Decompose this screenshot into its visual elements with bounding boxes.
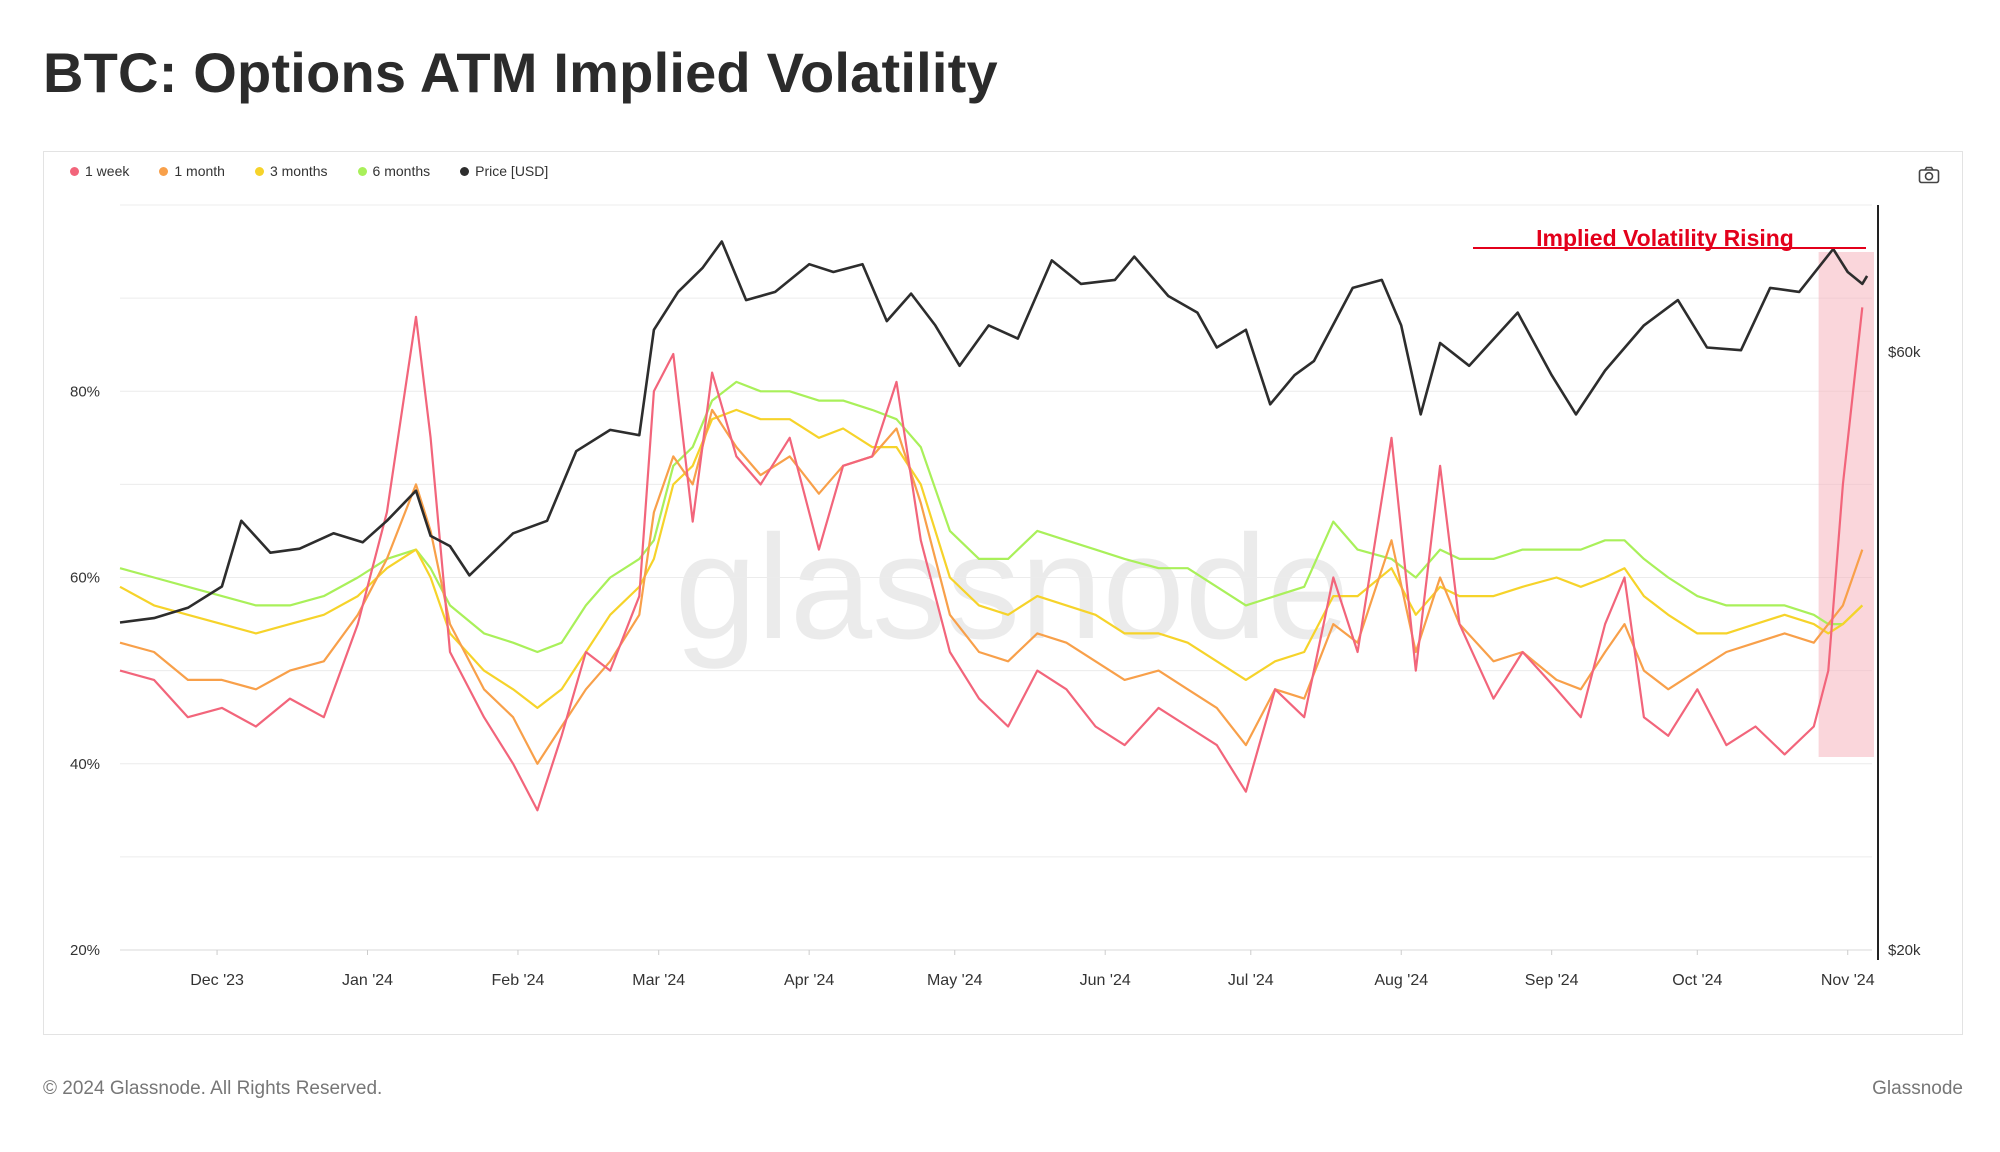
series-line-price-usd bbox=[119, 240, 1869, 624]
camera-icon[interactable] bbox=[1918, 166, 1940, 184]
legend-item-3-months[interactable]: 3 months bbox=[254, 163, 328, 179]
x-tick-label: May '24 bbox=[927, 972, 983, 989]
x-tick-label: Apr '24 bbox=[784, 972, 834, 989]
legend-label-3-months: 3 months bbox=[269, 163, 328, 179]
y-left-tick-label: 40% bbox=[70, 756, 100, 773]
chart-legend: 1 week 1 month 3 months 6 months Price [… bbox=[70, 163, 548, 179]
highlight-band bbox=[1818, 252, 1874, 757]
copyright-footer: © 2024 Glassnode. All Rights Reserved. bbox=[43, 1078, 383, 1099]
legend-swatch-1-month bbox=[159, 166, 169, 176]
x-tick-label: Feb '24 bbox=[492, 972, 545, 989]
chart-panel bbox=[43, 151, 1963, 1035]
annotation-text: Implied Volatility Rising bbox=[1536, 225, 1794, 251]
x-tick-label: Jul '24 bbox=[1228, 972, 1274, 989]
x-tick-label: Jan '24 bbox=[342, 972, 393, 989]
legend-item-price[interactable]: Price [USD] bbox=[460, 163, 548, 179]
legend-swatch-3-months bbox=[254, 166, 264, 176]
x-tick-label: Jun '24 bbox=[1080, 972, 1131, 989]
legend-item-1-week[interactable]: 1 week bbox=[70, 163, 129, 179]
x-tick-label: Dec '23 bbox=[190, 972, 244, 989]
y-right-tick-label: $60k bbox=[1888, 344, 1921, 361]
y-right-tick-label: $20k bbox=[1888, 942, 1921, 959]
series-line-6-months bbox=[119, 380, 1864, 654]
legend-swatch-price bbox=[460, 166, 470, 176]
brand-footer: Glassnode bbox=[1872, 1078, 1963, 1099]
series-line-1-week bbox=[119, 307, 1864, 812]
page-title: BTC: Options ATM Implied Volatility bbox=[43, 41, 998, 104]
y-left-tick-label: 60% bbox=[70, 570, 100, 587]
y-left-tick-label: 20% bbox=[70, 942, 100, 959]
watermark-text: glassnode bbox=[675, 505, 1350, 670]
x-tick-label: Sep '24 bbox=[1525, 972, 1579, 989]
legend-label-1-week: 1 week bbox=[85, 163, 130, 179]
x-tick-label: Mar '24 bbox=[632, 972, 685, 989]
x-tick-label: Nov '24 bbox=[1821, 972, 1875, 989]
legend-label-6-months: 6 months bbox=[372, 163, 431, 179]
legend-swatch-1-week bbox=[70, 166, 79, 176]
x-tick-label: Oct '24 bbox=[1672, 972, 1722, 989]
legend-label-1-month: 1 month bbox=[174, 163, 225, 179]
legend-item-6-months[interactable]: 6 months bbox=[357, 163, 431, 179]
legend-item-1-month[interactable]: 1 month bbox=[159, 163, 225, 179]
y-left-tick-label: 80% bbox=[70, 383, 100, 400]
legend-label-price: Price [USD] bbox=[475, 163, 549, 179]
x-tick-label: Aug '24 bbox=[1374, 972, 1428, 989]
legend-swatch-6-months bbox=[357, 166, 367, 176]
